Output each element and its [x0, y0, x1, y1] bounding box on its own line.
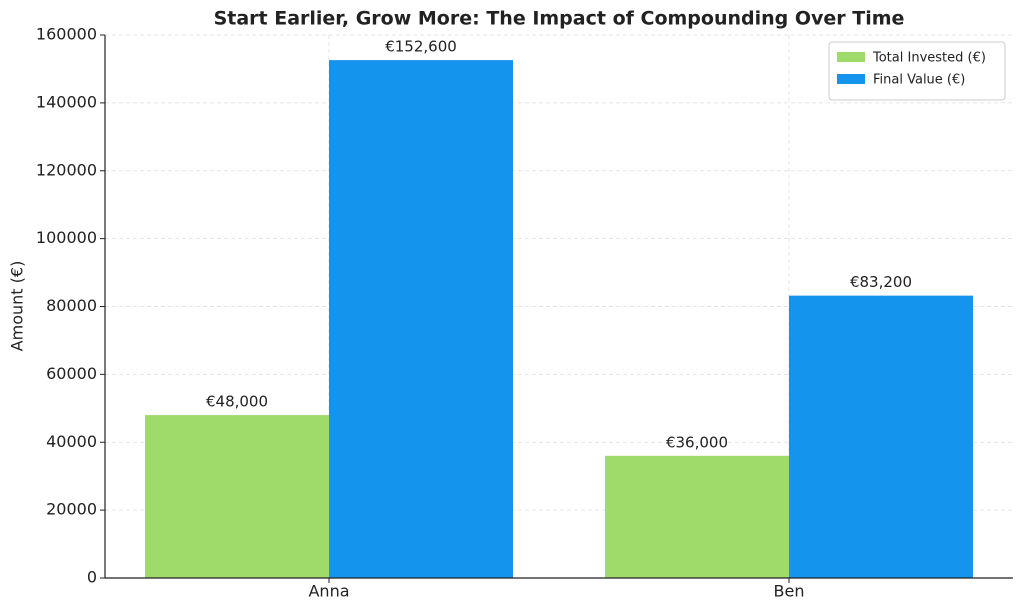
chart-title: Start Earlier, Grow More: The Impact of … [214, 8, 905, 30]
x-tick-label: Ben [774, 582, 805, 601]
value-label: €36,000 [666, 433, 728, 451]
y-tick-label: 40000 [46, 432, 97, 451]
legend-swatch [837, 52, 865, 62]
bar [329, 60, 514, 578]
bar [145, 415, 330, 578]
y-tick-label: 80000 [46, 296, 97, 315]
y-tick-label: 120000 [36, 160, 97, 179]
legend-swatch [837, 74, 865, 84]
value-label: €48,000 [206, 393, 268, 411]
y-tick-label: 160000 [36, 25, 97, 44]
y-tick-label: 60000 [46, 364, 97, 383]
x-tick-label: Anna [308, 582, 349, 601]
legend-label: Final Value (€) [873, 73, 965, 88]
legend-box [828, 41, 1006, 101]
y-axis-label: Amount (€) [8, 261, 27, 352]
y-tick-label: 100000 [36, 228, 97, 247]
y-tick-label: 20000 [46, 500, 97, 519]
value-label: €152,600 [385, 38, 457, 56]
y-tick-label: 0 [87, 568, 97, 587]
value-label: €83,200 [850, 273, 912, 291]
bar [604, 455, 789, 578]
y-tick-label: 140000 [36, 92, 97, 111]
legend-label: Total Invested (€) [872, 51, 986, 66]
bar [788, 295, 973, 578]
